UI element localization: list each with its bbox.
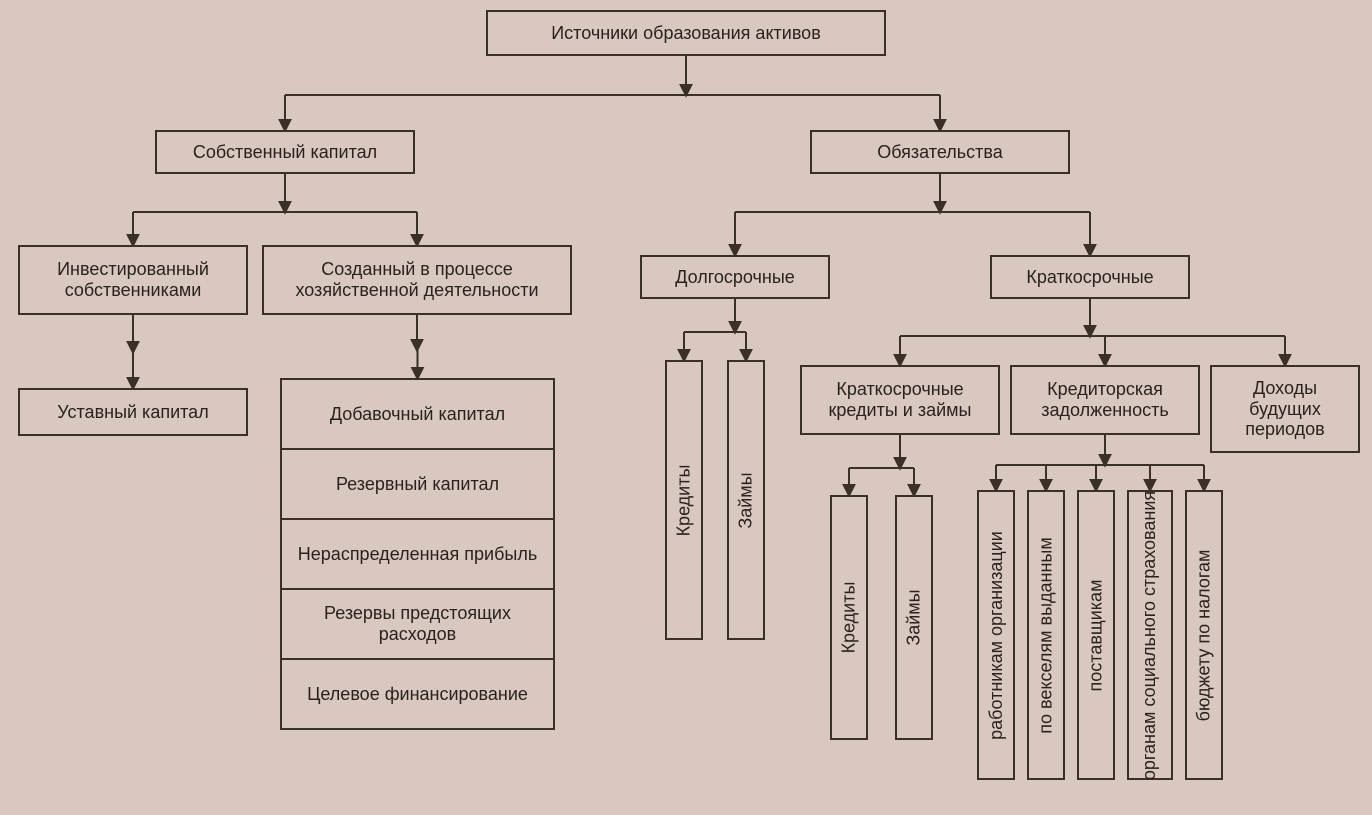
- stack-cell: Нераспределенная прибыль: [282, 520, 553, 590]
- vnode-st_credit: Кредиты: [830, 495, 868, 740]
- node-label: Обязательства: [877, 142, 1002, 163]
- stack-cell: Резервы предстоящих расходов: [282, 590, 553, 660]
- stack-cell: Добавочный капитал: [282, 380, 553, 450]
- vnode-label: Займы: [904, 589, 925, 645]
- node-shortterm: Краткосрочные: [990, 255, 1190, 299]
- vnode-pay_emp: работникам организации: [977, 490, 1015, 780]
- stack-created_items: Добавочный капиталРезервный капиталНерас…: [280, 378, 555, 730]
- node-label: Доходы будущих периодов: [1218, 378, 1352, 440]
- vnode-label: бюджету по налогам: [1194, 549, 1215, 721]
- vnode-label: по векселям выданным: [1036, 537, 1057, 733]
- node-label: Долгосрочные: [675, 267, 795, 288]
- node-liab: Обязательства: [810, 130, 1070, 174]
- node-label: Собственный капитал: [193, 142, 377, 163]
- vnode-lt_loan: Займы: [727, 360, 765, 640]
- node-def_income: Доходы будущих периодов: [1210, 365, 1360, 453]
- vnode-label: Займы: [736, 472, 757, 528]
- node-created: Созданный в процессе хозяйственной деяте…: [262, 245, 572, 315]
- vnode-st_loan: Займы: [895, 495, 933, 740]
- node-longterm: Долгосрочные: [640, 255, 830, 299]
- node-label: Краткосрочные: [1026, 267, 1153, 288]
- node-label: Кредиторская задолженность: [1018, 379, 1192, 420]
- node-payables: Кредиторская задолженность: [1010, 365, 1200, 435]
- vnode-label: Кредиты: [839, 582, 860, 654]
- vnode-label: органам социального страхования: [1140, 490, 1161, 779]
- vnode-lt_credit: Кредиты: [665, 360, 703, 640]
- stack-cell: Целевое финансирование: [282, 660, 553, 730]
- node-root: Источники образования активов: [486, 10, 886, 56]
- vnode-pay_supp: поставщикам: [1077, 490, 1115, 780]
- node-label: Источники образования активов: [551, 23, 821, 44]
- vnode-pay_social: органам социального страхования: [1127, 490, 1173, 780]
- node-st_loans: Краткосрочные кредиты и займы: [800, 365, 1000, 435]
- vnode-label: поставщикам: [1086, 579, 1107, 691]
- vnode-label: Кредиты: [674, 464, 695, 536]
- vnode-pay_tax: бюджету по налогам: [1185, 490, 1223, 780]
- node-label: Инвестированный собственниками: [26, 259, 240, 300]
- stack-cell: Резервный капитал: [282, 450, 553, 520]
- node-equity: Собственный капитал: [155, 130, 415, 174]
- node-ustav: Уставный капитал: [18, 388, 248, 436]
- vnode-label: работникам организации: [986, 531, 1007, 740]
- vnode-pay_bills: по векселям выданным: [1027, 490, 1065, 780]
- node-invested: Инвестированный собственниками: [18, 245, 248, 315]
- node-label: Краткосрочные кредиты и займы: [808, 379, 992, 420]
- node-label: Уставный капитал: [57, 402, 208, 423]
- node-label: Созданный в процессе хозяйственной деяте…: [270, 259, 564, 300]
